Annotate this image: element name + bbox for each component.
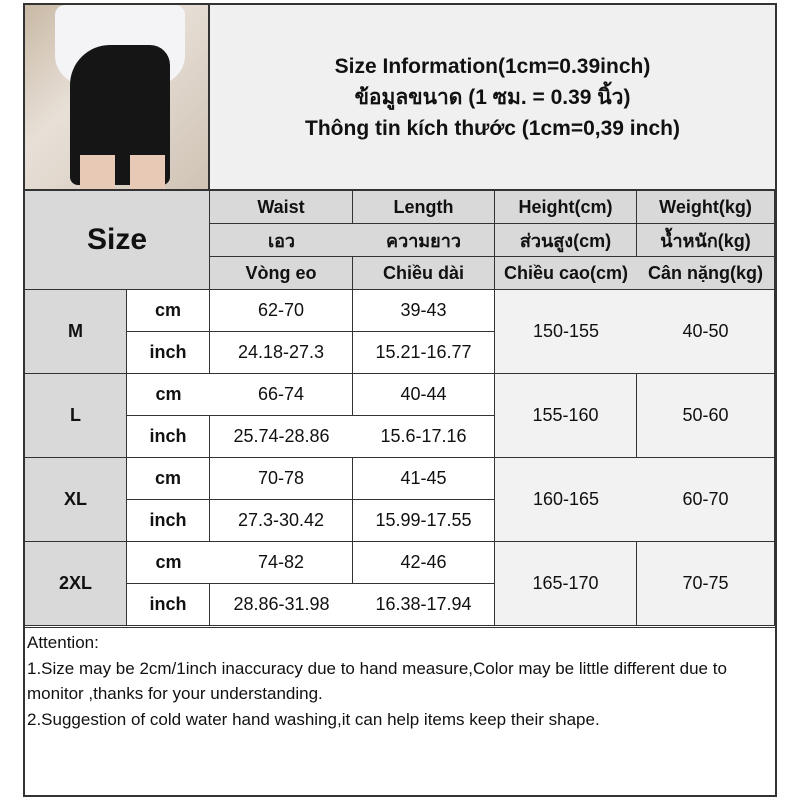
photo-leg xyxy=(130,155,165,189)
column-header: Chiều dài xyxy=(353,257,495,290)
unit-label: inch xyxy=(127,584,210,626)
unit-label: inch xyxy=(127,416,210,458)
header-line: Size Information(1cm=0.39inch) xyxy=(334,54,651,78)
unit-label: cm xyxy=(127,542,210,584)
product-photo xyxy=(25,5,210,189)
attention-title: Attention: xyxy=(27,633,99,652)
unit-label: inch xyxy=(127,332,210,374)
column-header: Cân nặng(kg) xyxy=(637,257,775,290)
unit-label: cm xyxy=(127,290,210,332)
column-header: Length xyxy=(353,191,495,224)
height-value: 155-160 xyxy=(495,374,637,458)
height-value: 165-170 xyxy=(495,542,637,626)
weight-value: 50-60 xyxy=(637,374,775,458)
column-header: Chiều cao(cm) xyxy=(495,257,637,290)
length-value: 15.99-17.55 xyxy=(353,500,495,542)
unit-label: cm xyxy=(127,374,210,416)
size-label: XL xyxy=(25,458,127,542)
size-table: Size Waist Length Height(cm) Weight(kg) เอว คว… xyxy=(25,189,775,626)
waist-value: 24.18-27.3 xyxy=(210,332,353,374)
length-value: 15.21-16.77 xyxy=(353,332,495,374)
height-value: 160-165 xyxy=(495,458,637,542)
unit-label: cm xyxy=(127,458,210,500)
unit-label: inch xyxy=(127,500,210,542)
column-header: Waist xyxy=(210,191,353,224)
size-label: 2XL xyxy=(25,542,127,626)
photo-leg xyxy=(80,155,115,189)
column-header: Vòng eo xyxy=(210,257,353,290)
waist-value: 28.86-31.98 xyxy=(210,584,353,626)
waist-value: 62-70 xyxy=(210,290,353,332)
weight-value: 60-70 xyxy=(637,458,775,542)
waist-value: 74-82 xyxy=(210,542,353,584)
column-header: ความยาว xyxy=(353,224,495,257)
length-value: 42-46 xyxy=(353,542,495,584)
length-value: 39-43 xyxy=(353,290,495,332)
waist-value: 27.3-30.42 xyxy=(210,500,353,542)
size-label: L xyxy=(25,374,127,458)
attention-item: 2.Suggestion of cold water hand washing,… xyxy=(27,709,600,729)
waist-value: 70-78 xyxy=(210,458,353,500)
waist-value: 25.74-28.86 xyxy=(210,416,353,458)
size-info-header: Size Information(1cm=0.39inch) ข้อมูลขนา… xyxy=(210,5,775,189)
waist-value: 66-74 xyxy=(210,374,353,416)
header-line: ข้อมูลขนาด (1 ซม. = 0.39 นิ้ว) xyxy=(354,85,631,109)
size-label: M xyxy=(25,290,127,374)
column-header: เอว xyxy=(210,224,353,257)
size-chart: Size Information(1cm=0.39inch) ข้อมูลขนา… xyxy=(23,3,777,797)
height-value: 150-155 xyxy=(495,290,637,374)
weight-value: 70-75 xyxy=(637,542,775,626)
size-header: Size xyxy=(25,191,210,290)
attention-note: Attention: 1.Size may be 2cm/1inch inacc… xyxy=(25,627,775,734)
attention-item: 1.Size may be 2cm/1inch inaccuracy due t… xyxy=(27,658,727,704)
column-header: น้ำหนัก(kg) xyxy=(637,224,775,257)
length-value: 16.38-17.94 xyxy=(353,584,495,626)
column-header: Height(cm) xyxy=(495,191,637,224)
length-value: 40-44 xyxy=(353,374,495,416)
column-header: ส่วนสูง(cm) xyxy=(495,224,637,257)
length-value: 15.6-17.16 xyxy=(353,416,495,458)
weight-value: 40-50 xyxy=(637,290,775,374)
header-line: Thông tin kích thước (1cm=0,39 inch) xyxy=(305,116,680,140)
length-value: 41-45 xyxy=(353,458,495,500)
column-header: Weight(kg) xyxy=(637,191,775,224)
